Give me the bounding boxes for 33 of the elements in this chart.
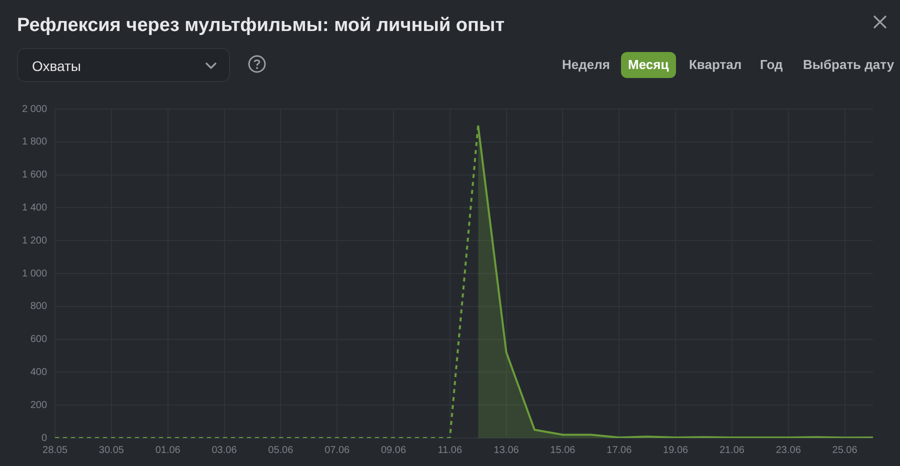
y-tick-label: 2 000	[22, 104, 48, 115]
x-tick-label: 30.05	[98, 444, 124, 456]
x-tick-label: 01.06	[155, 444, 181, 456]
text: Месяц	[621, 52, 676, 78]
x-tick-label: 23.06	[776, 444, 802, 456]
x-tick-label: 17.06	[606, 444, 632, 456]
text: Охваты	[32, 58, 81, 74]
y-tick-label: 1 400	[22, 202, 48, 214]
text: Год	[759, 56, 784, 74]
x-tick-label: 25.06	[832, 444, 858, 456]
x-tick-label: 05.06	[268, 444, 294, 456]
x-tick-label: 13.06	[494, 444, 520, 456]
y-tick-label: 1 600	[22, 170, 48, 181]
y-tick-label: 1 000	[22, 268, 48, 280]
x-tick-label: 09.06	[380, 444, 406, 456]
x-tick-label: 11.06	[438, 444, 462, 456]
y-tick-label: 600	[30, 334, 48, 346]
y-tick-label: 200	[30, 400, 48, 411]
x-tick-label: 28.05	[42, 444, 68, 456]
text: Квартал	[688, 56, 743, 74]
text: Неделя	[561, 56, 611, 74]
y-tick-label: 0	[41, 432, 48, 444]
chart-title: Рефлексия через мультфильмы: мой личный опыт	[17, 15, 505, 37]
x-tick-label: 21.06	[719, 444, 745, 456]
x-tick-label: 03.06	[212, 444, 238, 456]
x-tick-label: 19.06	[663, 444, 689, 456]
text: Выбрать дату	[802, 56, 896, 74]
y-tick-label: 400	[30, 366, 48, 378]
y-tick-label: 1 200	[22, 235, 48, 246]
y-tick-label: 800	[30, 301, 48, 312]
x-tick-label: 07.06	[324, 444, 350, 456]
x-tick-label: 15.06	[550, 444, 576, 456]
y-tick-label: 1 800	[22, 136, 48, 148]
